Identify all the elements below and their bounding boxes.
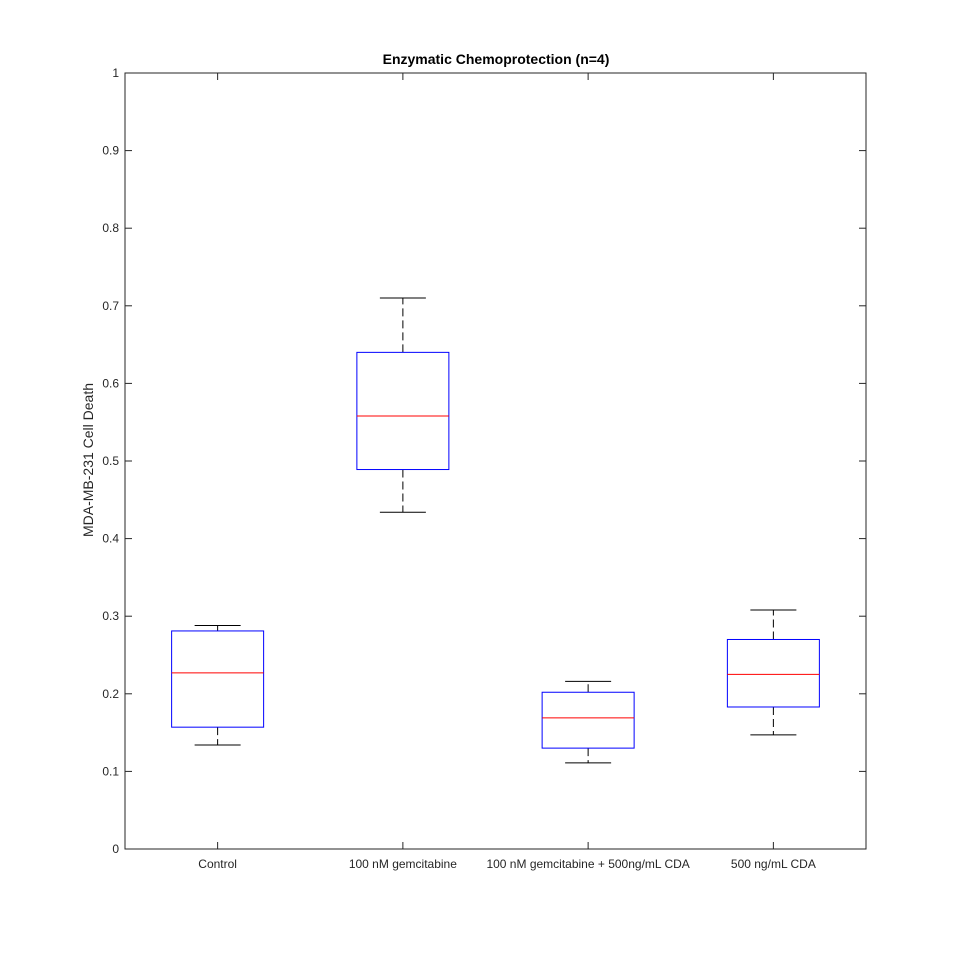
x-tick-label: 100 nM gemcitabine — [349, 857, 457, 871]
y-tick-label: 0.4 — [102, 532, 119, 546]
box — [171, 630, 265, 728]
box — [726, 638, 820, 708]
y-tick-label: 0.6 — [102, 376, 119, 390]
y-tick-label: 0.5 — [102, 454, 119, 468]
box — [541, 691, 635, 749]
chart-title: Enzymatic Chemoprotection (n=4) — [383, 51, 610, 67]
x-tick-label: 500 ng/mL CDA — [731, 857, 816, 871]
y-axis-label: MDA-MB-231 Cell Death — [80, 383, 96, 537]
y-tick-label: 0.7 — [102, 299, 119, 313]
x-tick-label: Control — [198, 857, 237, 871]
y-tick-label: 0.9 — [102, 144, 119, 158]
y-tick-label: 1 — [112, 66, 119, 80]
y-tick-label: 0 — [112, 842, 119, 856]
y-tick-label: 0.1 — [102, 764, 119, 778]
y-tick-label: 0.2 — [102, 687, 119, 701]
plot-area: 0 0.1 0.2 0.3 0.4 0.5 0.6 0.7 0.8 0.9 1 Control 100 … — [102, 66, 867, 871]
x-tick-label: 100 nM gemcitabine + 500ng/mL CDA — [486, 857, 689, 871]
y-tick-label: 0.8 — [102, 221, 119, 235]
box — [356, 351, 450, 471]
y-tick-label: 0.3 — [102, 609, 119, 623]
